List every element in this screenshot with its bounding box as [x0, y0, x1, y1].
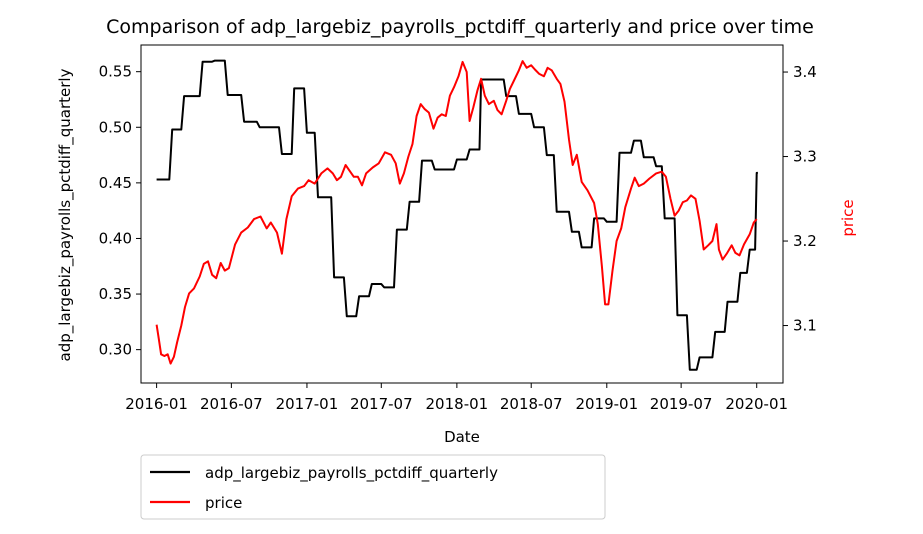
x-axis: 2016-01 2016-07 2017-01 2017-07 2018-01 2018-… [125, 383, 788, 413]
series-line-adp [156, 59, 758, 371]
x-tick-label: 2020-01 [725, 395, 788, 413]
y-left-tick-label: 0.55 [99, 63, 132, 81]
legend-label-price: price [205, 494, 242, 512]
y-axis-left: 0.30 0.35 0.40 0.45 0.50 0.55 [99, 63, 141, 359]
x-tick-label: 2019-07 [650, 395, 713, 413]
legend: adp_largebiz_payrolls_pctdiff_quarterly … [140, 454, 606, 520]
x-tick-label: 2017-01 [276, 395, 339, 413]
x-tick-label: 2018-01 [426, 395, 489, 413]
y-axis-left-label: adp_largebiz_payrolls_pctdiff_quarterly [56, 68, 75, 361]
legend-label-adp: adp_largebiz_payrolls_pctdiff_quarterly [205, 464, 498, 483]
x-tick-label: 2017-07 [350, 395, 413, 413]
x-tick-label: 2016-01 [125, 395, 188, 413]
y-left-tick-label: 0.40 [99, 229, 132, 247]
y-axis-right-label: price [839, 199, 857, 236]
y-right-tick-label: 3.4 [793, 63, 817, 81]
series-line-price [155, 60, 758, 365]
x-tick-label: 2019-01 [575, 395, 638, 413]
y-right-tick-label: 3.1 [793, 317, 817, 335]
plot-frame [140, 44, 784, 384]
legend-box [140, 454, 606, 520]
chart-title: Comparison of adp_largebiz_payrolls_pctd… [106, 16, 814, 38]
y-right-tick-label: 3.2 [793, 232, 817, 250]
y-left-tick-label: 0.45 [99, 174, 132, 192]
y-right-tick-label: 3.3 [793, 148, 817, 166]
plot-area [155, 59, 758, 371]
y-left-tick-label: 0.35 [99, 285, 132, 303]
x-axis-label: Date [444, 428, 480, 446]
x-tick-label: 2018-07 [500, 395, 563, 413]
x-tick-label: 2016-07 [200, 395, 263, 413]
y-left-tick-label: 0.30 [99, 341, 132, 359]
y-left-tick-label: 0.50 [99, 118, 132, 136]
y-axis-right: 3.1 3.2 3.3 3.4 [783, 63, 817, 335]
